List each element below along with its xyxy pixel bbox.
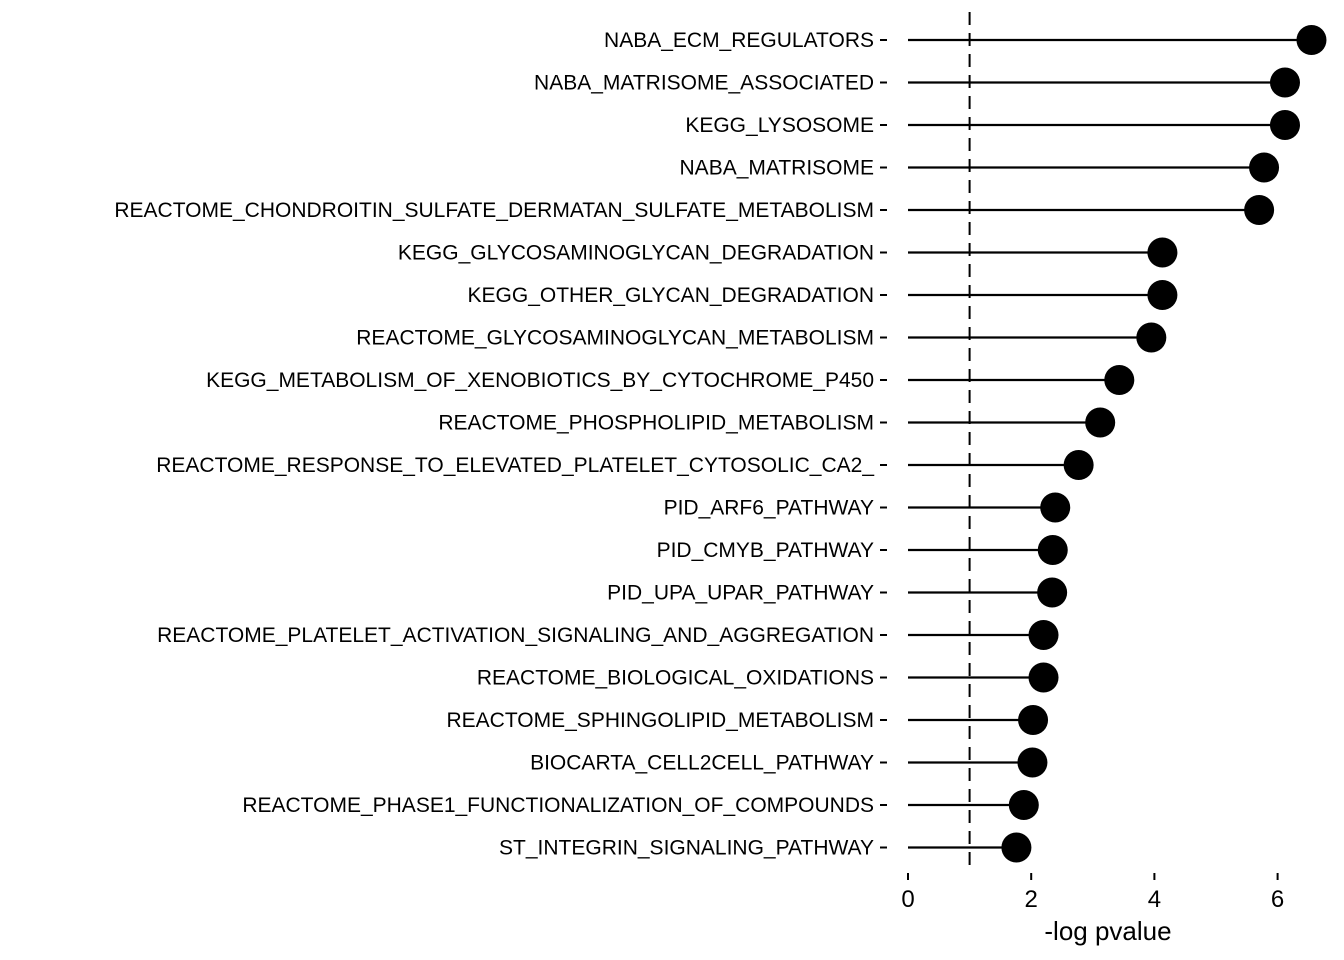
category-label: REACTOME_GLYCOSAMINOGLYCAN_METABOLISM (356, 327, 874, 350)
y-axis-ticks (880, 39, 887, 849)
data-point (1147, 237, 1178, 268)
data-point (1147, 280, 1178, 310)
category-label: KEGG_METABOLISM_OF_XENOBIOTICS_BY_CYTOCH… (206, 369, 874, 392)
data-point (1244, 195, 1275, 225)
data-point (1018, 705, 1049, 735)
category-label: REACTOME_PHASE1_FUNCTIONALIZATION_OF_COM… (242, 794, 874, 817)
data-point (1269, 110, 1300, 140)
category-label: BIOCARTA_CELL2CELL_PATHWAY (530, 752, 874, 775)
data-point (1017, 747, 1048, 778)
category-label: KEGG_OTHER_GLYCAN_DEGRADATION (468, 284, 874, 307)
x-tick-label: 0 (901, 886, 914, 913)
x-axis-tick-labels: 0 2 4 6 (901, 886, 1284, 913)
category-label: NABA_ECM_REGULATORS (604, 29, 874, 52)
data-point (1040, 492, 1071, 523)
data-point (1001, 832, 1032, 863)
data-point (1008, 790, 1039, 820)
category-label: NABA_MATRISOME (680, 157, 874, 180)
data-point (1037, 577, 1068, 608)
data-point (1028, 620, 1059, 650)
data-point (1063, 450, 1094, 480)
category-label: ST_INTEGRIN_SIGNALING_PATHWAY (499, 837, 874, 860)
category-label: NABA_MATRISOME_ASSOCIATED (534, 72, 874, 95)
data-point (1104, 365, 1135, 395)
category-label: REACTOME_PLATELET_ACTIVATION_SIGNALING_A… (157, 624, 874, 647)
category-label: KEGG_LYSOSOME (685, 114, 874, 137)
data-point (1037, 535, 1068, 565)
category-label: REACTOME_BIOLOGICAL_OXIDATIONS (477, 667, 874, 690)
x-tick-label: 6 (1271, 886, 1284, 913)
category-label: REACTOME_CHONDROITIN_SULFATE_DERMATAN_SU… (114, 199, 874, 222)
category-label: PID_CMYB_PATHWAY (657, 539, 874, 562)
data-point (1085, 407, 1116, 438)
category-label: PID_ARF6_PATHWAY (664, 497, 874, 520)
x-axis-title: -log pvalue (1044, 916, 1171, 946)
stems-group (908, 38, 1312, 849)
data-point (1269, 67, 1300, 98)
points-group (1001, 25, 1327, 863)
data-point (1028, 662, 1059, 693)
category-label: REACTOME_PHOSPHOLIPID_METABOLISM (438, 412, 874, 435)
x-tick-label: 2 (1025, 886, 1038, 913)
data-point (1136, 322, 1167, 353)
data-point (1296, 25, 1327, 55)
x-tick-label: 4 (1148, 886, 1161, 913)
category-label: REACTOME_SPHINGOLIPID_METABOLISM (447, 709, 875, 732)
category-label: PID_UPA_UPAR_PATHWAY (607, 582, 874, 605)
data-point (1249, 152, 1280, 183)
category-label: REACTOME_RESPONSE_TO_ELEVATED_PLATELET_C… (156, 454, 874, 477)
y-axis-labels: NABA_ECM_REGULATORS NABA_MATRISOME_ASSOCI… (114, 29, 874, 860)
x-axis-ticks (907, 873, 1279, 880)
category-label: KEGG_GLYCOSAMINOGLYCAN_DEGRADATION (398, 242, 874, 265)
